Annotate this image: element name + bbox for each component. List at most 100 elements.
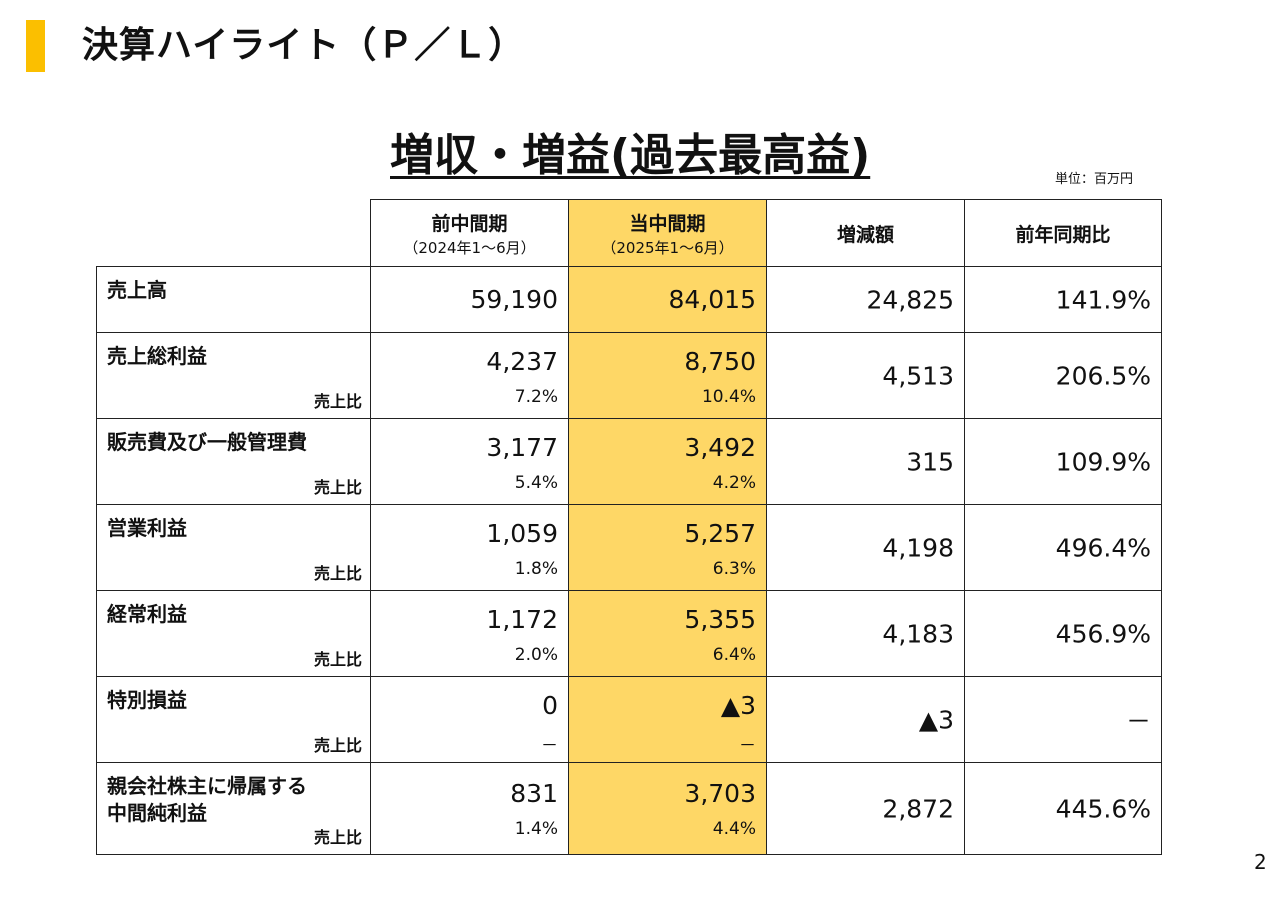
diff-cell: 4,198 <box>766 504 965 591</box>
row-label: 売上高 <box>107 278 167 302</box>
cur-value: 84,015 <box>668 285 756 314</box>
header-sub: （2025年1～6月） <box>601 238 734 257</box>
prev-ratio: 1.8% <box>514 559 558 579</box>
diff-cell: 2,872 <box>766 762 965 855</box>
diff-cell: 4,183 <box>766 590 965 677</box>
cur-ratio: 4.2% <box>712 473 756 493</box>
prev-cell: 831 1.4% <box>370 762 569 855</box>
diff-value: 2,872 <box>882 794 954 823</box>
diff-cell: 24,825 <box>766 266 965 333</box>
headline: 増収・増益(過去最高益) <box>390 130 871 181</box>
diff-value: 4,513 <box>882 361 954 390</box>
yoy-value: 141.9% <box>1055 285 1151 314</box>
prev-value: 59,190 <box>470 285 558 314</box>
row-label-cell: 営業利益売上比 <box>96 504 371 591</box>
row-label: 営業利益 <box>107 516 187 540</box>
cur-value: 3,492 <box>684 433 756 462</box>
yoy-cell: 109.9% <box>964 418 1162 505</box>
yoy-cell: 445.6% <box>964 762 1162 855</box>
diff-cell: ▲3 <box>766 676 965 763</box>
diff-cell: 4,513 <box>766 332 965 419</box>
prev-value: 3,177 <box>486 433 558 462</box>
prev-cell: 1,059 1.8% <box>370 504 569 591</box>
row-label-cell: 親会社株主に帰属する 中間純利益 売上比 <box>96 762 371 855</box>
prev-value: 4,237 <box>486 347 558 376</box>
row-label-cell: 売上高 <box>96 266 371 333</box>
ratio-label: 売上比 <box>313 564 362 583</box>
cur-cell: 3,703 4.4% <box>568 762 767 855</box>
page-number: 2 <box>1254 850 1267 874</box>
yoy-value: 456.9% <box>1055 619 1151 648</box>
ratio-label: 売上比 <box>313 828 362 847</box>
cur-ratio: 6.4% <box>712 645 756 665</box>
table-row: 経常利益売上比 1,172 2.0% 5,355 6.4% 4,183 456.9% <box>96 590 1162 677</box>
cur-ratio: 6.3% <box>712 559 756 579</box>
row-label-cell: 売上総利益売上比 <box>96 332 371 419</box>
yoy-value: 109.9% <box>1055 447 1151 476</box>
prev-value: 1,172 <box>486 605 558 634</box>
prev-value: 0 <box>542 691 558 720</box>
ratio-label: 売上比 <box>313 478 362 497</box>
ratio-label: 売上比 <box>313 736 362 755</box>
cur-value: ▲3 <box>720 691 756 720</box>
header-blank <box>96 199 371 267</box>
cur-cell: ▲3 － <box>568 676 767 763</box>
prev-value: 831 <box>510 779 558 808</box>
cur-cell: 5,355 6.4% <box>568 590 767 677</box>
title-accent-bar <box>26 20 45 72</box>
cur-cell: 5,257 6.3% <box>568 504 767 591</box>
header-label: 当中間期 <box>629 212 706 235</box>
header-yoy: 前年同期比 <box>964 199 1162 267</box>
table-row: 営業利益売上比 1,059 1.8% 5,257 6.3% 4,198 496.4% <box>96 504 1162 591</box>
cur-value: 8,750 <box>684 347 756 376</box>
row-label: 売上総利益 <box>107 344 207 368</box>
diff-value: 4,183 <box>882 619 954 648</box>
diff-cell: 315 <box>766 418 965 505</box>
cur-value: 5,257 <box>684 519 756 548</box>
table-row: 特別損益 売上比 0 － ▲3 － ▲3 － <box>96 676 1162 763</box>
yoy-cell: 206.5% <box>964 332 1162 419</box>
cur-value: 3,703 <box>684 779 756 808</box>
yoy-value: 496.4% <box>1055 533 1151 562</box>
diff-value: 4,198 <box>882 533 954 562</box>
header-label: 前中間期 <box>431 212 508 235</box>
prev-cell: 59,190 <box>370 266 569 333</box>
ratio-label: 売上比 <box>313 392 362 411</box>
header-label: 前年同期比 <box>1015 223 1111 246</box>
header-diff: 増減額 <box>766 199 965 267</box>
cur-ratio: － <box>739 736 756 756</box>
row-label: 親会社株主に帰属する 中間純利益 <box>107 774 307 825</box>
prev-cell: 0 － <box>370 676 569 763</box>
row-label: 販売費及び一般管理費 <box>107 430 307 454</box>
table-row: 親会社株主に帰属する 中間純利益 売上比 831 1.4% 3,703 4.4% 2,… <box>96 762 1162 855</box>
yoy-value: 206.5% <box>1055 361 1151 390</box>
row-label-cell: 販売費及び一般管理費売上比 <box>96 418 371 505</box>
table-row: 売上総利益売上比 4,237 7.2% 8,750 10.4% 4,513 206.… <box>96 332 1162 419</box>
yoy-cell: 496.4% <box>964 504 1162 591</box>
header-cur: 当中間期 （2025年1～6月） <box>568 199 767 267</box>
row-label-cell: 特別損益売上比 <box>96 676 371 763</box>
slide-title: 決算ハイライト（Ｐ／Ｌ） <box>82 25 526 66</box>
prev-cell: 3,177 5.4% <box>370 418 569 505</box>
cur-cell: 8,750 10.4% <box>568 332 767 419</box>
yoy-value: － <box>1125 706 1151 736</box>
cur-ratio: 4.4% <box>712 819 756 839</box>
prev-cell: 4,237 7.2% <box>370 332 569 419</box>
prev-ratio: 2.0% <box>514 645 558 665</box>
header-row: 前中間期 （2024年1～6月） 当中間期 （2025年1～6月） 増減額 前年同期… <box>96 199 1162 267</box>
cur-cell: 84,015 <box>568 266 767 333</box>
diff-value: 24,825 <box>866 285 954 314</box>
ratio-label: 売上比 <box>313 650 362 669</box>
yoy-cell: 141.9% <box>964 266 1162 333</box>
prev-ratio: 5.4% <box>514 473 558 493</box>
table-row: 販売費及び一般管理費売上比 3,177 5.4% 3,492 4.2% 315 10… <box>96 418 1162 505</box>
pl-table: 前中間期 （2024年1～6月） 当中間期 （2025年1～6月） 増減額 前年同期… <box>96 199 1162 855</box>
prev-ratio: 7.2% <box>514 387 558 407</box>
diff-value: 315 <box>906 447 954 476</box>
unit-label: 単位：百万円 <box>1055 172 1134 187</box>
row-label: 特別損益 <box>107 688 187 712</box>
row-label: 経常利益 <box>107 602 187 626</box>
header-label: 増減額 <box>836 223 894 246</box>
yoy-cell: － <box>964 676 1162 763</box>
yoy-cell: 456.9% <box>964 590 1162 677</box>
